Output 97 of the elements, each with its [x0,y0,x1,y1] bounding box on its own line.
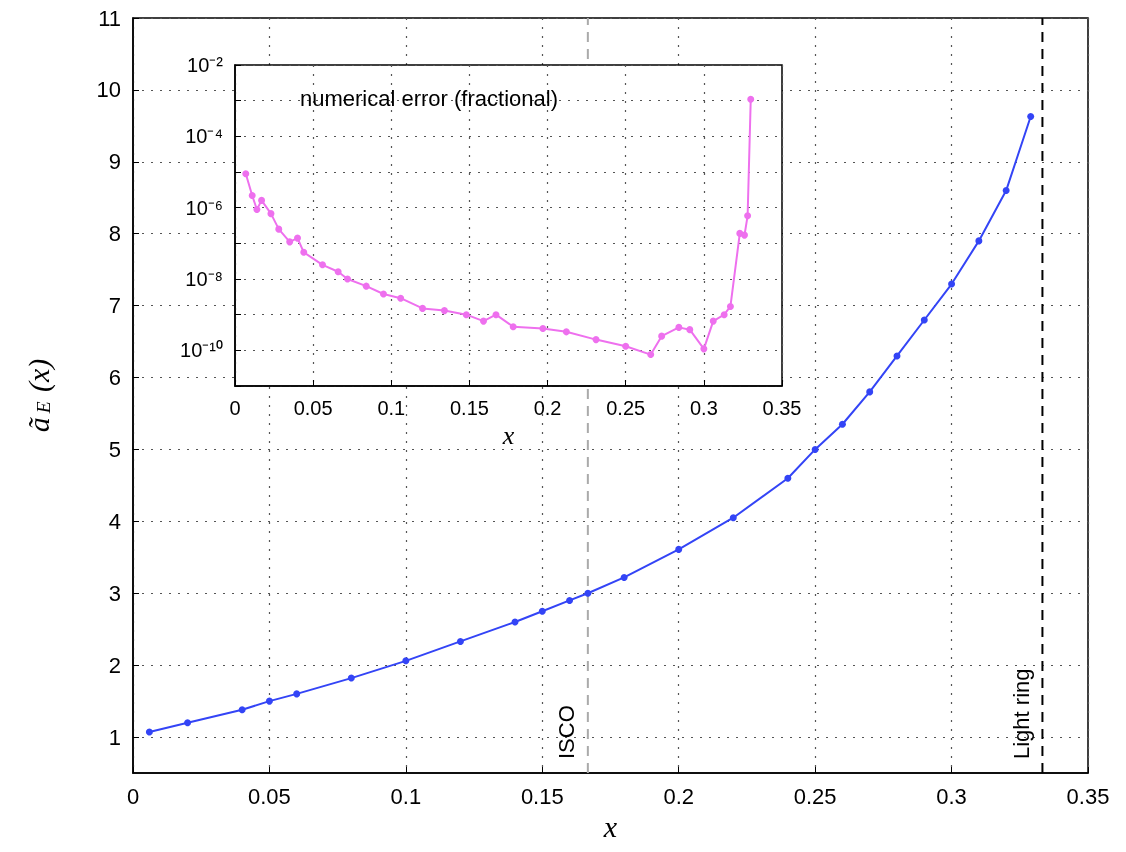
y-tick-label: 10⁻⁸ [185,268,223,290]
x-tick-label: 0.35 [1066,783,1110,809]
y-tick-label: 3 [108,580,121,606]
y-tick-label: 10⁻⁴ [185,125,223,148]
x-tick-label: 0.15 [520,783,564,809]
point [566,596,574,604]
point [300,248,308,256]
point [397,294,405,302]
x-tick-label: 0.3 [936,783,967,809]
point [258,196,266,204]
point [184,719,192,727]
point [344,275,352,283]
point [658,332,666,340]
x-tick-label: 0.35 [762,397,802,419]
point [1027,113,1035,121]
point [456,637,464,645]
x-tick-label: 0 [126,783,140,809]
point [334,268,342,276]
y-tick-label: 10 [96,77,121,103]
point [265,697,273,705]
point [675,323,683,331]
point [253,205,261,213]
y-tick-label: 10⁻² [187,54,224,76]
point [440,307,448,315]
point [379,290,387,298]
x-tick-label: 0.2 [663,783,695,809]
point [248,191,256,199]
y-tick-label: 6 [108,365,121,391]
point [720,311,728,319]
point [709,317,717,325]
x-tick-label: 0.1 [390,783,422,809]
point [726,302,734,310]
y-tick-label: 11 [98,5,121,31]
y-tick-label: 5 [108,436,121,462]
x-tick-label: 0.3 [689,397,718,419]
point [294,234,302,242]
point [686,326,694,334]
y-axis-title: ãE (x) [21,358,56,433]
point [729,514,737,522]
point [744,212,752,220]
point [562,328,570,336]
ref-line-label: Light ring [1008,668,1034,759]
point [267,210,275,218]
x-axis-title: x [602,810,618,844]
point [592,336,600,344]
text: numerical error (fractional) [300,85,558,111]
x-tick-label: 0.05 [293,397,333,419]
y-tick-label: 8 [108,221,121,247]
y-tick-label: 4 [108,508,121,534]
x-tick-label: 0.25 [606,397,646,419]
point [286,238,294,246]
x-tick-label: 0 [229,397,241,419]
point [741,231,748,239]
point [319,261,327,269]
point [275,225,283,233]
point [419,304,427,312]
x-tick-label: 0.2 [533,397,562,419]
point [675,545,683,553]
point [480,317,487,325]
point [920,316,928,324]
x-axis-title: x [501,421,515,451]
point [362,282,370,290]
point [975,237,983,245]
y-tick-label: 7 [108,293,121,319]
point [238,706,246,714]
x-tick-label: 0.15 [449,397,489,419]
point [293,690,301,698]
point [539,324,547,332]
y-tick-label: 2 [108,652,121,678]
y-tick-label: 10⁻⁶ [185,196,223,219]
point [347,674,355,682]
ref-line-label: ISCO [554,705,580,759]
point [462,311,470,319]
point [747,95,755,103]
point [145,728,153,736]
point [838,420,846,428]
y-tick-label: 1 [108,724,121,750]
point [584,589,592,597]
point [242,170,250,178]
point [647,351,655,359]
x-tick-label: 0.05 [248,783,291,809]
point [622,342,630,350]
point [538,607,546,615]
point [492,311,500,319]
point [1002,187,1010,195]
point [620,573,628,581]
y-tick-label: 10⁻¹⁰ [180,339,223,362]
point [784,474,792,482]
point [700,345,708,353]
point [811,445,819,453]
x-tick-label: 0.25 [793,783,837,809]
point [509,323,517,331]
x-tick-label: 0.1 [377,397,406,419]
point [948,280,956,288]
y-tick-label: 9 [108,149,121,175]
point [866,388,874,396]
point [402,657,410,665]
